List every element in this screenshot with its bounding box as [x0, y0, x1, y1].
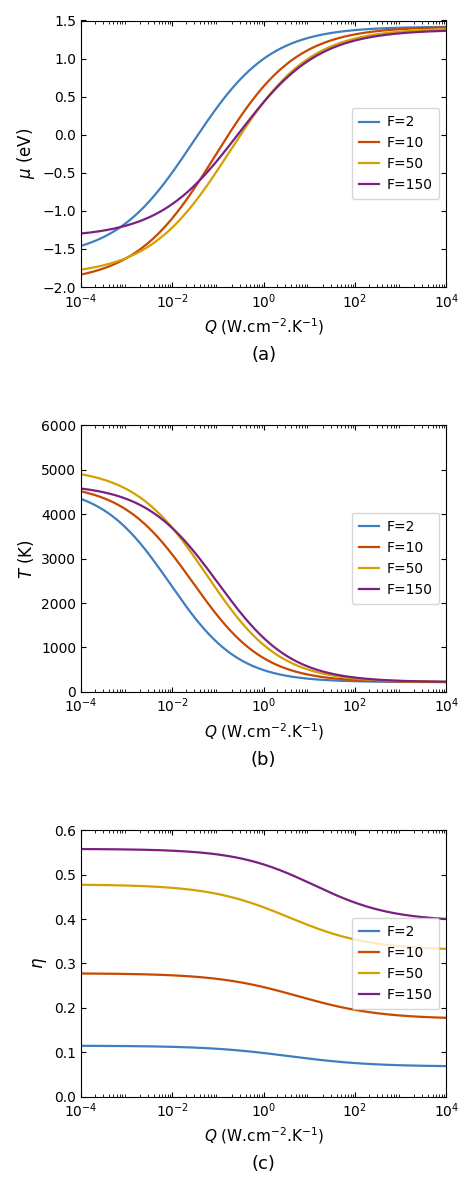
X-axis label: $Q$ (W.cm$^{-2}$.K$^{-1}$): $Q$ (W.cm$^{-2}$.K$^{-1}$): [204, 1126, 324, 1146]
Legend: F=2, F=10, F=50, F=150: F=2, F=10, F=50, F=150: [352, 108, 439, 199]
X-axis label: $Q$ (W.cm$^{-2}$.K$^{-1}$): $Q$ (W.cm$^{-2}$.K$^{-1}$): [204, 316, 324, 336]
Y-axis label: $T$ (K): $T$ (K): [16, 539, 36, 579]
Text: (b): (b): [251, 750, 276, 768]
Text: (a): (a): [251, 346, 276, 364]
Y-axis label: $\mu$ (eV): $\mu$ (eV): [15, 128, 37, 180]
Legend: F=2, F=10, F=50, F=150: F=2, F=10, F=50, F=150: [352, 514, 439, 604]
X-axis label: $Q$ (W.cm$^{-2}$.K$^{-1}$): $Q$ (W.cm$^{-2}$.K$^{-1}$): [204, 721, 324, 742]
Y-axis label: $\eta$: $\eta$: [31, 957, 49, 969]
Legend: F=2, F=10, F=50, F=150: F=2, F=10, F=50, F=150: [352, 918, 439, 1008]
Text: (c): (c): [252, 1156, 275, 1174]
